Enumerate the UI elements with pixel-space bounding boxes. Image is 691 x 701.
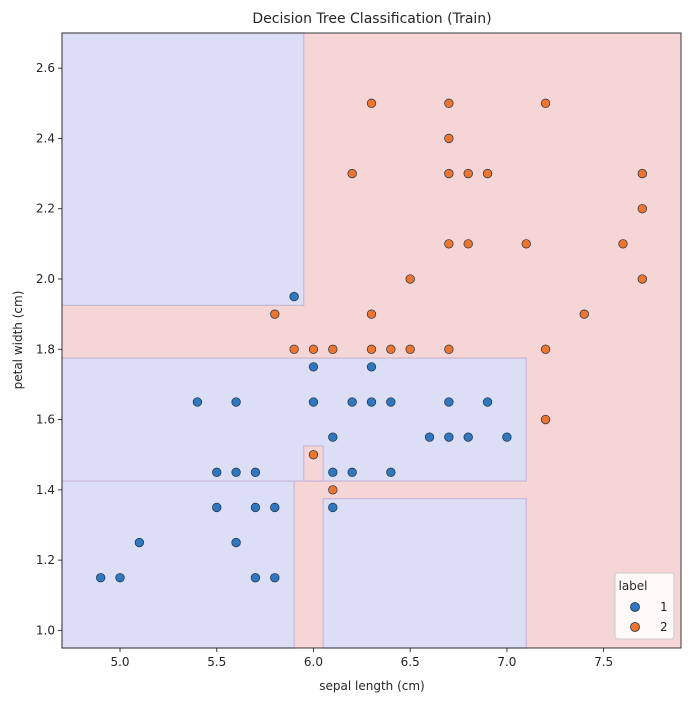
point-class-2-24 (540, 414, 551, 425)
point-class-1-25 (386, 467, 396, 477)
point-class-2-21 (521, 239, 531, 249)
point-class-2-23 (540, 344, 551, 354)
point-class-2-15 (444, 168, 454, 179)
point-class-2-1 (289, 344, 299, 354)
legend-label-1: 1 (660, 600, 668, 614)
x-tick-label-2: 6.0 (304, 655, 323, 669)
point-class-1-7 (231, 397, 241, 407)
y-tick-label-0: 1.0 (36, 623, 55, 637)
point-class-1-17 (328, 432, 338, 442)
point-class-2-27 (637, 168, 647, 179)
point-class-2-6 (347, 168, 357, 179)
x-tick-label-0: 5.0 (110, 655, 129, 669)
point-class-1-6 (231, 467, 241, 477)
point-class-2-11 (405, 274, 415, 284)
point-class-1-4 (212, 467, 222, 477)
y-tick-label-4: 1.8 (36, 342, 55, 356)
decision-region-4-class-2 (303, 445, 324, 482)
scatter-points (96, 98, 647, 583)
y-tick-label-7: 2.4 (36, 131, 55, 145)
point-class-1-22 (366, 362, 377, 372)
x-axis-ticks: 5.0 5.5 6.0 6.5 7.0 7.5 (110, 648, 613, 669)
legend-box (614, 572, 675, 640)
point-class-2-19 (463, 239, 473, 249)
point-class-2-22 (540, 98, 551, 108)
point-class-1-30 (482, 397, 493, 407)
point-class-1-16 (308, 397, 319, 407)
point-class-2-20 (482, 168, 493, 179)
y-tick-label-6: 2.2 (36, 202, 55, 216)
point-class-1-24 (386, 397, 396, 407)
point-class-2-0 (270, 309, 280, 319)
point-class-1-15 (308, 362, 319, 372)
point-class-2-9 (366, 344, 377, 354)
point-class-1-13 (270, 573, 280, 583)
legend: label 1 2 (614, 572, 675, 640)
x-tick-label-1: 5.5 (207, 655, 226, 669)
point-class-2-13 (444, 98, 454, 108)
point-class-2-7 (366, 98, 377, 108)
point-class-1-29 (463, 432, 473, 442)
point-class-1-1 (115, 573, 125, 583)
point-class-2-12 (405, 344, 415, 354)
point-class-2-2 (308, 344, 319, 354)
y-axis-title: petal width (cm) (11, 291, 25, 390)
point-class-1-5 (212, 502, 222, 513)
point-class-1-31 (502, 432, 512, 442)
point-class-2-25 (579, 309, 589, 319)
point-class-2-28 (637, 204, 647, 214)
y-tick-label-1: 1.2 (36, 553, 55, 567)
point-class-2-26 (618, 239, 628, 249)
point-class-1-26 (424, 432, 435, 442)
point-class-2-4 (328, 344, 338, 354)
plot-area (61, 32, 682, 649)
point-class-1-21 (347, 467, 357, 477)
point-class-2-8 (366, 309, 377, 319)
point-class-1-14 (289, 291, 299, 302)
legend-title: label (618, 579, 647, 593)
point-class-1-20 (347, 397, 357, 407)
plot-frame (61, 32, 682, 649)
y-tick-label-3: 1.6 (36, 413, 55, 427)
point-class-2-17 (444, 344, 454, 354)
y-tick-label-8: 2.6 (36, 61, 55, 75)
point-class-1-9 (250, 467, 261, 477)
point-class-1-11 (250, 573, 261, 583)
point-class-2-14 (444, 133, 454, 144)
point-class-1-28 (444, 432, 454, 442)
point-class-1-10 (250, 502, 261, 513)
point-class-1-8 (231, 537, 241, 548)
legend-marker-2 (630, 622, 640, 632)
decision-region-3-class-1 (322, 498, 527, 649)
y-tick-label-2: 1.4 (36, 483, 55, 497)
point-class-2-18 (463, 168, 473, 179)
point-class-2-10 (386, 344, 396, 354)
point-class-2-5 (328, 485, 338, 495)
decision-region-1-class-1 (61, 357, 527, 482)
x-tick-label-4: 7.0 (497, 655, 516, 669)
point-class-1-27 (444, 397, 454, 407)
point-class-1-12 (270, 502, 280, 513)
y-tick-label-5: 2.0 (36, 272, 55, 286)
point-class-2-3 (308, 450, 319, 460)
point-class-1-3 (192, 397, 203, 407)
point-class-1-23 (366, 397, 377, 407)
point-class-2-16 (444, 239, 454, 249)
point-class-1-0 (96, 573, 106, 583)
x-axis-title: sepal length (cm) (319, 679, 424, 693)
point-class-1-18 (328, 467, 338, 477)
legend-label-2: 2 (660, 620, 668, 634)
point-class-1-19 (328, 502, 338, 513)
y-axis-ticks: 1.0 1.2 1.4 1.6 1.8 2.0 2.2 2.4 2.6 (36, 61, 62, 637)
x-tick-label-3: 6.5 (401, 655, 420, 669)
decision-region-0-class-1 (61, 32, 305, 306)
x-tick-label-5: 7.5 (594, 655, 613, 669)
chart-title: Decision Tree Classification (Train) (252, 11, 491, 27)
point-class-2-29 (637, 274, 647, 284)
point-class-1-2 (134, 537, 145, 548)
legend-marker-1 (630, 602, 640, 612)
